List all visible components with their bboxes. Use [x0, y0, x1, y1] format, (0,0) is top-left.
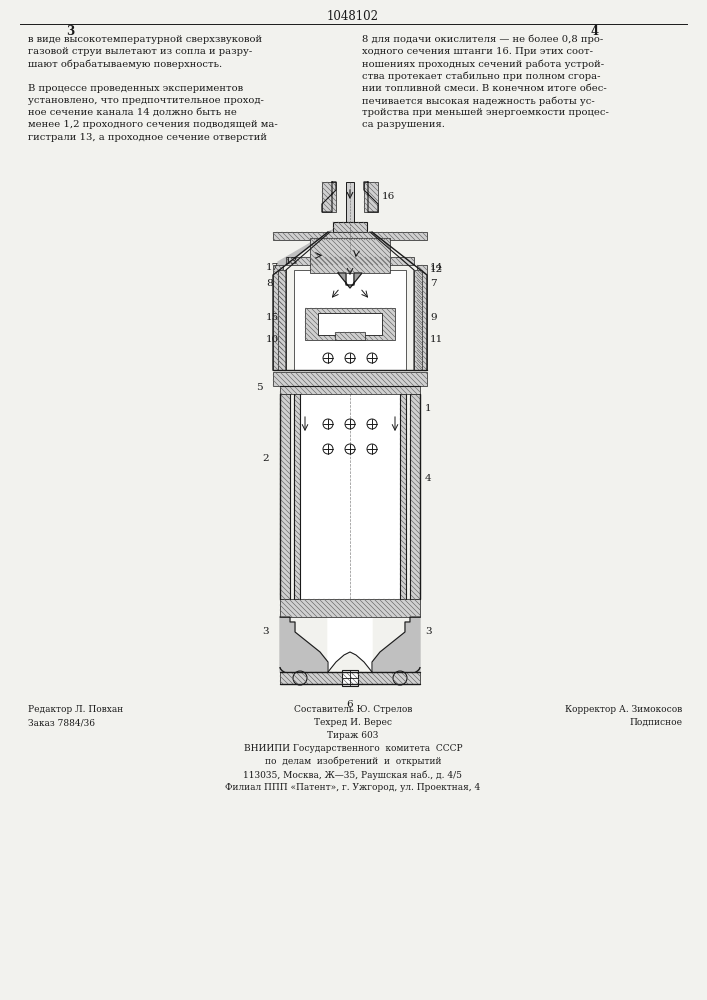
- Bar: [310, 238, 390, 273]
- Bar: [346, 182, 354, 252]
- Text: 3: 3: [425, 627, 432, 636]
- Text: Тираж 603: Тираж 603: [327, 731, 379, 740]
- Text: Корректор А. Зимокосов: Корректор А. Зимокосов: [565, 705, 682, 714]
- Bar: [342, 670, 358, 686]
- Text: Техред И. Верес: Техред И. Верес: [314, 718, 392, 727]
- Text: 3: 3: [66, 25, 74, 38]
- Text: 6: 6: [346, 700, 354, 709]
- Bar: [318, 313, 382, 335]
- Bar: [305, 308, 395, 340]
- Circle shape: [393, 671, 407, 685]
- Text: шают обрабатываемую поверхность.: шают обрабатываемую поверхность.: [28, 59, 222, 69]
- Text: 4: 4: [425, 474, 432, 483]
- Text: са разрушения.: са разрушения.: [362, 120, 445, 129]
- Text: 3: 3: [262, 627, 269, 636]
- Bar: [294, 270, 406, 370]
- Text: 10: 10: [266, 335, 279, 344]
- Text: Филиал ППП «Патент», г. Ужгород, ул. Проектная, 4: Филиал ППП «Патент», г. Ужгород, ул. Про…: [226, 783, 481, 792]
- Polygon shape: [338, 273, 362, 288]
- Text: 8: 8: [266, 279, 273, 288]
- Text: печивается высокая надежность работы ус-: печивается высокая надежность работы ус-: [362, 96, 595, 105]
- Text: нии топливной смеси. В конечном итоге обес-: нии топливной смеси. В конечном итоге об…: [362, 84, 607, 93]
- Polygon shape: [364, 182, 378, 212]
- Bar: [322, 182, 336, 212]
- Text: менее 1,2 проходного сечения подводящей ма-: менее 1,2 проходного сечения подводящей …: [28, 120, 278, 129]
- Bar: [400, 394, 406, 599]
- Text: 9: 9: [430, 313, 437, 322]
- Text: 13: 13: [285, 257, 298, 266]
- Text: Составитель Ю. Стрелов: Составитель Ю. Стрелов: [294, 705, 412, 714]
- Bar: [300, 394, 400, 599]
- Text: гистрали 13, а проходное сечение отверстий: гистрали 13, а проходное сечение отверст…: [28, 133, 267, 142]
- Text: ное сечение канала 14 должно быть не: ное сечение канала 14 должно быть не: [28, 108, 237, 117]
- Bar: [280, 394, 290, 599]
- Bar: [286, 257, 414, 265]
- Polygon shape: [328, 617, 372, 672]
- Bar: [417, 265, 427, 370]
- Text: 1048102: 1048102: [327, 10, 379, 23]
- Bar: [335, 332, 365, 340]
- Text: ВНИИПИ Государственного  комитета  СССР: ВНИИПИ Государственного комитета СССР: [244, 744, 462, 753]
- Text: ходного сечения штанги 16. При этих соот-: ходного сечения штанги 16. При этих соот…: [362, 47, 593, 56]
- Text: 11: 11: [430, 335, 443, 344]
- Text: установлено, что предпочтительное проход-: установлено, что предпочтительное проход…: [28, 96, 264, 105]
- Bar: [333, 222, 367, 232]
- Text: В процессе проведенных экспериментов: В процессе проведенных экспериментов: [28, 84, 243, 93]
- Polygon shape: [278, 230, 333, 270]
- Text: тройства при меньшей энергоемкости процес-: тройства при меньшей энергоемкости проце…: [362, 108, 609, 117]
- Text: Редактор Л. Повхан: Редактор Л. Повхан: [28, 705, 123, 714]
- Text: 7: 7: [430, 279, 437, 288]
- Bar: [273, 232, 427, 240]
- Text: ства протекает стабильно при полном сгора-: ства протекает стабильно при полном сгор…: [362, 72, 600, 81]
- Bar: [278, 270, 286, 370]
- Text: газовой струи вылетают из сопла и разру-: газовой струи вылетают из сопла и разру-: [28, 47, 252, 56]
- Bar: [273, 372, 427, 386]
- Text: 8 для подачи окислителя — не более 0,8 про-: 8 для подачи окислителя — не более 0,8 п…: [362, 35, 603, 44]
- Bar: [364, 182, 378, 212]
- Bar: [410, 394, 420, 599]
- Text: ношениях проходных сечений работа устрой-: ношениях проходных сечений работа устрой…: [362, 59, 604, 69]
- Text: 17: 17: [266, 263, 279, 272]
- Bar: [280, 386, 420, 394]
- Text: 5: 5: [256, 383, 262, 392]
- Text: 15: 15: [266, 313, 279, 322]
- Text: 2: 2: [262, 454, 269, 463]
- Polygon shape: [372, 617, 420, 672]
- Bar: [280, 599, 420, 617]
- Bar: [414, 270, 422, 370]
- Text: Подписное: Подписное: [629, 718, 682, 727]
- Bar: [294, 394, 300, 599]
- Text: 4: 4: [591, 25, 599, 38]
- Text: 16: 16: [382, 192, 395, 201]
- Text: 12: 12: [430, 265, 443, 274]
- Text: 1: 1: [425, 404, 432, 413]
- Text: 113035, Москва, Ж—35, Раушская наб., д. 4/5: 113035, Москва, Ж—35, Раушская наб., д. …: [243, 770, 462, 780]
- Text: Заказ 7884/36: Заказ 7884/36: [28, 718, 95, 727]
- Text: в виде высокотемпературной сверхзвуковой: в виде высокотемпературной сверхзвуковой: [28, 35, 262, 44]
- Bar: [273, 265, 283, 370]
- Bar: [280, 672, 420, 684]
- Polygon shape: [322, 182, 336, 212]
- Text: 14: 14: [430, 263, 443, 272]
- Polygon shape: [280, 617, 328, 672]
- Circle shape: [293, 671, 307, 685]
- Text: по  делам  изобретений  и  открытий: по делам изобретений и открытий: [264, 757, 441, 766]
